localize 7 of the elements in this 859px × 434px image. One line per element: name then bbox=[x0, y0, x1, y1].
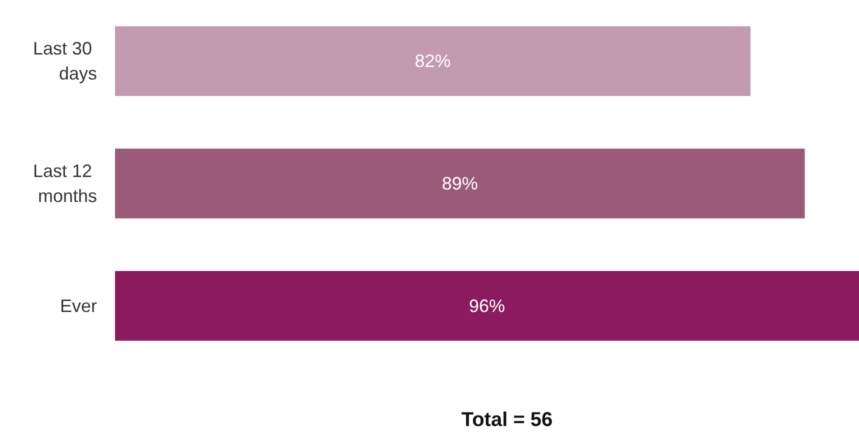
data-label: 96% bbox=[468, 296, 506, 316]
data-label: 89% bbox=[442, 174, 478, 194]
text: Total = 56 bbox=[461, 409, 553, 431]
data-label: 82% bbox=[414, 51, 451, 72]
y-tick-label: Ever bbox=[60, 296, 97, 316]
y-tick-label: Last 12 months bbox=[32, 161, 97, 206]
y-tick-label: Last 30 days bbox=[32, 38, 97, 84]
